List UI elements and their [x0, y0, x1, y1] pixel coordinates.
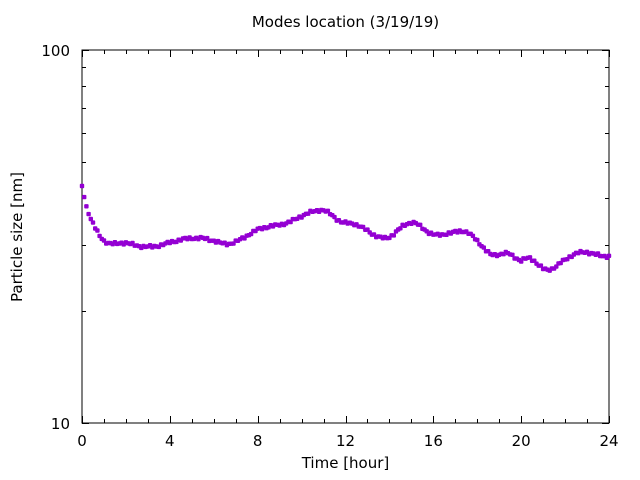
x-tick-label: 8	[253, 432, 263, 450]
data-point	[418, 222, 423, 227]
x-tick-label: 24	[599, 432, 618, 450]
plot-border	[81, 49, 610, 424]
data-point	[86, 211, 91, 217]
x-axis-label: Time [hour]	[301, 454, 390, 472]
data-point	[391, 233, 396, 238]
data-point	[398, 226, 403, 231]
x-tick-label: 4	[165, 432, 175, 450]
chart-title: Modes location (3/19/19)	[251, 13, 440, 31]
y-axis-label: Particle size [nm]	[8, 172, 26, 302]
data-point	[325, 208, 331, 213]
y-tick-label: 100	[41, 42, 70, 60]
data-point	[538, 263, 544, 268]
data-point	[475, 237, 480, 243]
data-point	[84, 204, 89, 209]
x-tick-label: 16	[424, 432, 443, 450]
data-point	[510, 252, 515, 257]
data-point	[79, 183, 85, 189]
x-tick-label: 12	[336, 432, 355, 450]
x-tick-label: 0	[77, 432, 87, 450]
data-point	[481, 245, 486, 250]
data-point	[88, 216, 93, 222]
data-point	[470, 233, 476, 238]
data-point	[527, 255, 533, 260]
data-point	[332, 214, 337, 220]
data-point	[95, 228, 100, 233]
x-tick-label: 20	[512, 432, 531, 450]
data-point	[82, 194, 87, 200]
data-point	[90, 220, 96, 225]
data-point	[606, 253, 612, 258]
y-tick-label: 10	[51, 415, 70, 433]
